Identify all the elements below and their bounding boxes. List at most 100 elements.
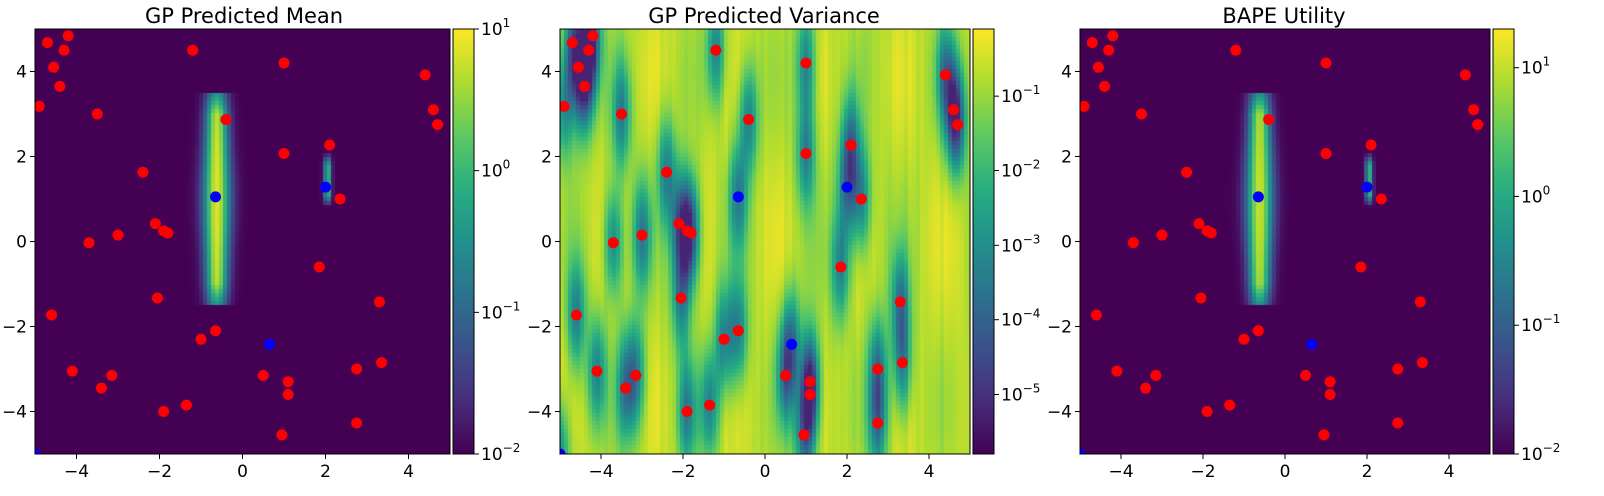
red-point [872,363,884,375]
red-point [106,369,118,381]
red-point [1318,429,1330,441]
red-point [162,227,174,239]
colorbar-tick-label: 10−3 [1001,232,1040,256]
red-point [685,227,697,239]
x-axis: −4 −2 0 2 4 [1108,454,1454,482]
scatter-points [1080,30,1484,454]
red-point [732,325,744,337]
red-point [1392,363,1404,375]
red-point [1263,114,1275,126]
red-point [1099,80,1111,92]
red-point [630,369,642,381]
red-point [1414,296,1426,308]
red-point [1459,69,1471,81]
panel-title: GP Predicted Variance [648,4,880,28]
red-point [195,333,207,345]
colorbar-ticks: 10−1 10−2 10−3 10−4 10−5 [994,83,1040,406]
red-point [570,309,582,321]
red-point [835,261,847,273]
red-point [1195,292,1207,304]
red-point [1392,417,1404,429]
red-point [210,325,222,337]
red-point [1107,30,1119,42]
red-point [427,104,439,116]
x-axis: −4 −2 0 2 4 [64,454,414,482]
x-axis: −4 −2 0 2 4 [588,454,934,482]
red-point [1224,399,1236,411]
red-point [1080,100,1090,112]
colorbar: 10−1 10−2 10−3 10−4 10−5 [972,28,1040,455]
x-tick-label: −2 [1190,462,1215,482]
red-point [583,44,595,56]
x-tick-label: 0 [237,462,248,482]
colorbar-tick-label: 100 [481,158,510,182]
scatter-points [35,30,444,454]
colorbar-gradient [1492,28,1515,455]
y-tick-label: 0 [541,233,552,253]
red-point [54,80,66,92]
red-point [1205,227,1217,239]
panel-variance: GP Predicted Variance −4 −2 0 2 4 −4 −2 0 2 4 10… [527,4,1040,482]
red-point [681,406,693,417]
colorbar-tick-label: 10−1 [1001,83,1040,107]
red-point [83,237,95,249]
blue-point [560,448,566,454]
y-tick-label: 0 [16,233,27,253]
colorbar-ticks: 101 100 10−1 10−2 [1514,55,1560,465]
red-point [587,30,599,42]
red-point [137,166,149,178]
red-point [675,292,687,304]
colorbar-tick-label: 10−4 [1001,307,1040,331]
blue-point [263,338,275,350]
x-tick-label: 0 [1280,462,1291,482]
red-point [1140,382,1152,394]
red-point [419,69,431,81]
heatmap-canvas [560,29,970,454]
red-point [948,104,960,116]
red-point [351,363,363,375]
red-point [282,376,294,388]
panel-mean: GP Predicted Mean −4 −2 0 2 4 −4 −2 0 2 4 101 100… [2,4,520,482]
red-point [91,108,103,120]
red-point [1086,37,1098,49]
red-point [704,399,716,411]
x-tick-label: 4 [403,462,414,482]
red-point [591,365,603,377]
red-point [278,57,290,69]
y-tick-label: −4 [527,403,552,423]
red-point [636,229,648,241]
red-point [710,44,722,56]
colorbar-tick-label: 100 [1521,183,1550,207]
red-point [673,218,685,230]
blue-point [320,181,331,193]
x-tick-label: −2 [670,462,695,482]
colorbar: 101 100 10−1 10−2 [452,16,520,465]
blue-point [35,448,41,454]
red-point [41,37,53,49]
red-point [1193,218,1205,230]
blue-point [1361,181,1373,193]
blue-point [841,181,853,193]
red-point [48,61,60,73]
red-point [35,100,45,112]
x-tick-label: 2 [1362,462,1373,482]
red-point [560,100,570,112]
red-point [95,382,107,394]
red-point [46,309,58,321]
red-point [952,119,964,131]
red-point [1103,44,1115,56]
red-point [1150,369,1162,381]
red-point [798,429,810,441]
red-point [313,261,325,273]
y-axis: −4 −2 0 2 4 [1047,63,1080,423]
y-tick-label: −2 [1047,318,1072,338]
red-point [616,108,627,120]
colorbar-gradient [452,28,475,455]
blue-point [1252,191,1264,203]
red-point [1300,369,1311,381]
heatmap-canvas [1080,29,1490,454]
red-point [1324,389,1336,400]
red-point [718,333,730,345]
